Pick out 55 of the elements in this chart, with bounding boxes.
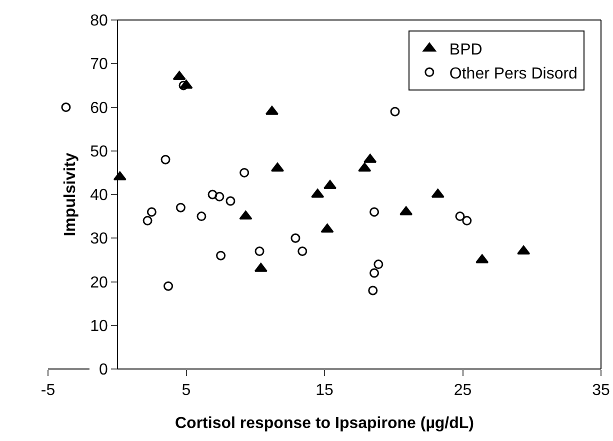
point <box>208 190 218 200</box>
point <box>172 70 186 80</box>
point <box>254 246 264 256</box>
point <box>517 245 530 254</box>
y-tick-label: 0 <box>99 362 108 379</box>
legend-label: Other Pers Disord <box>449 65 578 82</box>
x-tick-label: 25 <box>454 382 472 400</box>
y-tick-label: 10 <box>90 318 108 335</box>
point <box>61 102 71 112</box>
point <box>142 216 152 226</box>
point <box>113 171 126 180</box>
y-tick-label: 80 <box>90 12 108 30</box>
point <box>226 196 236 206</box>
x-tick-label: 35 <box>592 382 610 400</box>
point <box>178 80 188 90</box>
point <box>364 154 377 163</box>
point <box>374 260 384 270</box>
point <box>370 268 380 278</box>
point <box>462 216 472 226</box>
y-tick-label: 20 <box>90 274 108 292</box>
y-tick-label: 60 <box>90 100 108 117</box>
y-tick-label: 40 <box>90 187 108 204</box>
x-tick-label: 5 <box>182 382 191 400</box>
point <box>476 254 489 264</box>
point <box>254 262 268 272</box>
point <box>368 286 378 296</box>
point <box>164 281 174 291</box>
legend-label: BPD <box>449 42 482 59</box>
point <box>216 250 226 260</box>
x-tick-label: -5 <box>40 382 56 400</box>
point <box>290 233 300 243</box>
point <box>146 207 156 217</box>
point <box>324 180 337 190</box>
point <box>298 246 308 256</box>
y-axis-title: Impulsivity <box>62 152 80 236</box>
point <box>196 212 206 222</box>
y-tick-label: 70 <box>90 56 108 74</box>
y-tick-label: 30 <box>90 230 108 248</box>
point <box>320 224 334 233</box>
point <box>265 106 278 115</box>
point <box>455 212 465 222</box>
point <box>239 210 252 220</box>
point <box>358 162 372 172</box>
point <box>311 188 324 198</box>
x-axis-title: Cortisol response to Ipsapirone (µg/dL) <box>174 414 474 432</box>
point <box>390 106 400 116</box>
y-tick-label: 50 <box>90 143 108 160</box>
point <box>370 207 380 217</box>
point <box>400 206 413 216</box>
point <box>160 154 170 164</box>
point <box>431 188 444 198</box>
x-tick-label: 15 <box>316 382 334 400</box>
point <box>214 192 224 202</box>
point <box>176 202 186 212</box>
point <box>240 168 250 178</box>
